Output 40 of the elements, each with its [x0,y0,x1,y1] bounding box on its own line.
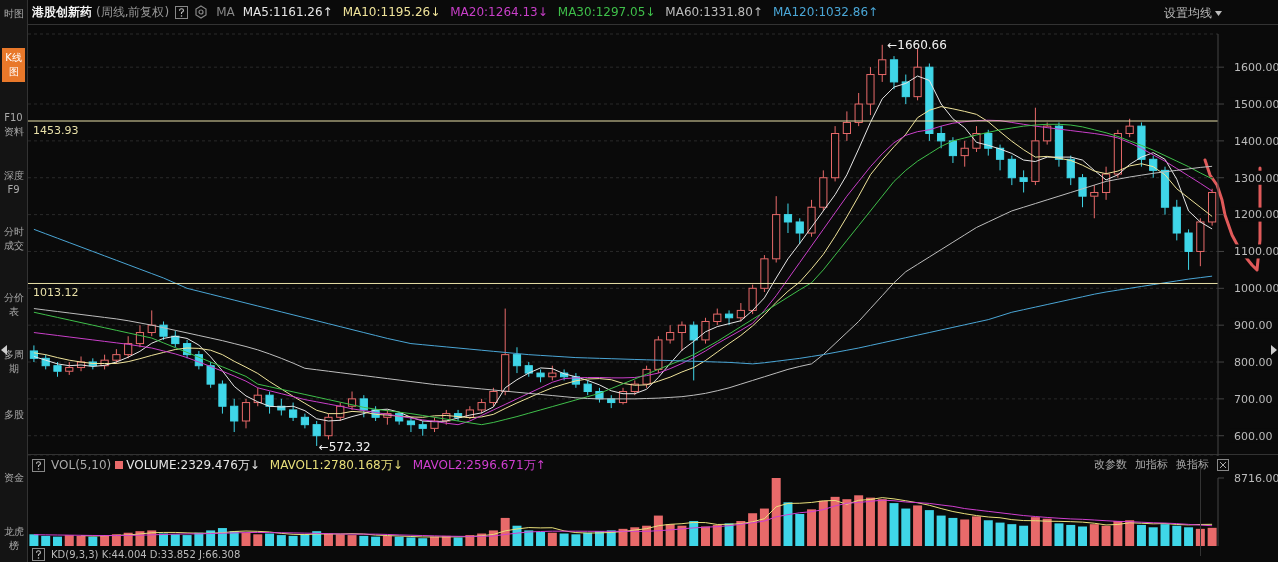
text: K线图 [2,48,25,82]
y-tick-label: 8716.00 [1234,471,1278,485]
text: MA120:1032.86↑ [772,5,879,19]
text: 深度F9 [2,169,25,197]
y-tick-label: 800.00 [1234,355,1273,369]
y-tick-label: 1600.00 [1234,61,1278,75]
text: MAVOL1:2780.168万↓ [269,456,403,474]
ref-line-label: 1013.12 [33,286,79,300]
text: MA60:1331.80↑ [665,5,763,19]
text: 时图 [2,7,25,21]
chart-subtitle: (周线,前复权) [96,3,170,21]
y-tick-label: 900.00 [1234,319,1273,333]
y-tick-label: 700.00 [1234,392,1273,406]
legend-label: VOLUME:2329.476万↓ [125,456,260,474]
text: 多股 [2,408,25,422]
text: MAVOL2:2596.671万↑ [412,456,546,474]
annotation: ←1660.66 [887,38,947,53]
annotation: ←572.32 [318,439,371,454]
text: MA20:1264.13↓ [450,5,548,19]
text: F10资料 [2,111,25,139]
text: KD(9,3,3) K:44.004 D:33.852 J:66.308 [51,549,241,560]
chart-title: VOL(5,10) [51,458,112,472]
text: MA5:1161.26↑ [242,5,333,19]
text: 多周期 [2,348,25,376]
text: 设置均线 [1164,5,1212,22]
y-tick-label: 1500.00 [1234,97,1278,111]
text: 分时成交 [2,225,25,253]
text: 加指标 [1135,457,1168,472]
text: 资金 [2,471,25,485]
y-tick-label: 1000.00 [1234,282,1278,296]
text: 龙虎榜 [2,525,25,553]
text: MA10:1195.26↓ [342,5,441,19]
chart-title: 港股创新药 [32,3,92,21]
legend-title: MA [216,5,235,19]
ref-line-label: 1453.93 [33,123,79,137]
y-tick-label: 1400.00 [1234,134,1278,148]
y-tick-label: 600.00 [1234,429,1273,443]
text: MA30:1297.05↓ [557,5,656,19]
text: 分价表 [2,291,25,319]
text: 改参数 [1094,457,1127,472]
